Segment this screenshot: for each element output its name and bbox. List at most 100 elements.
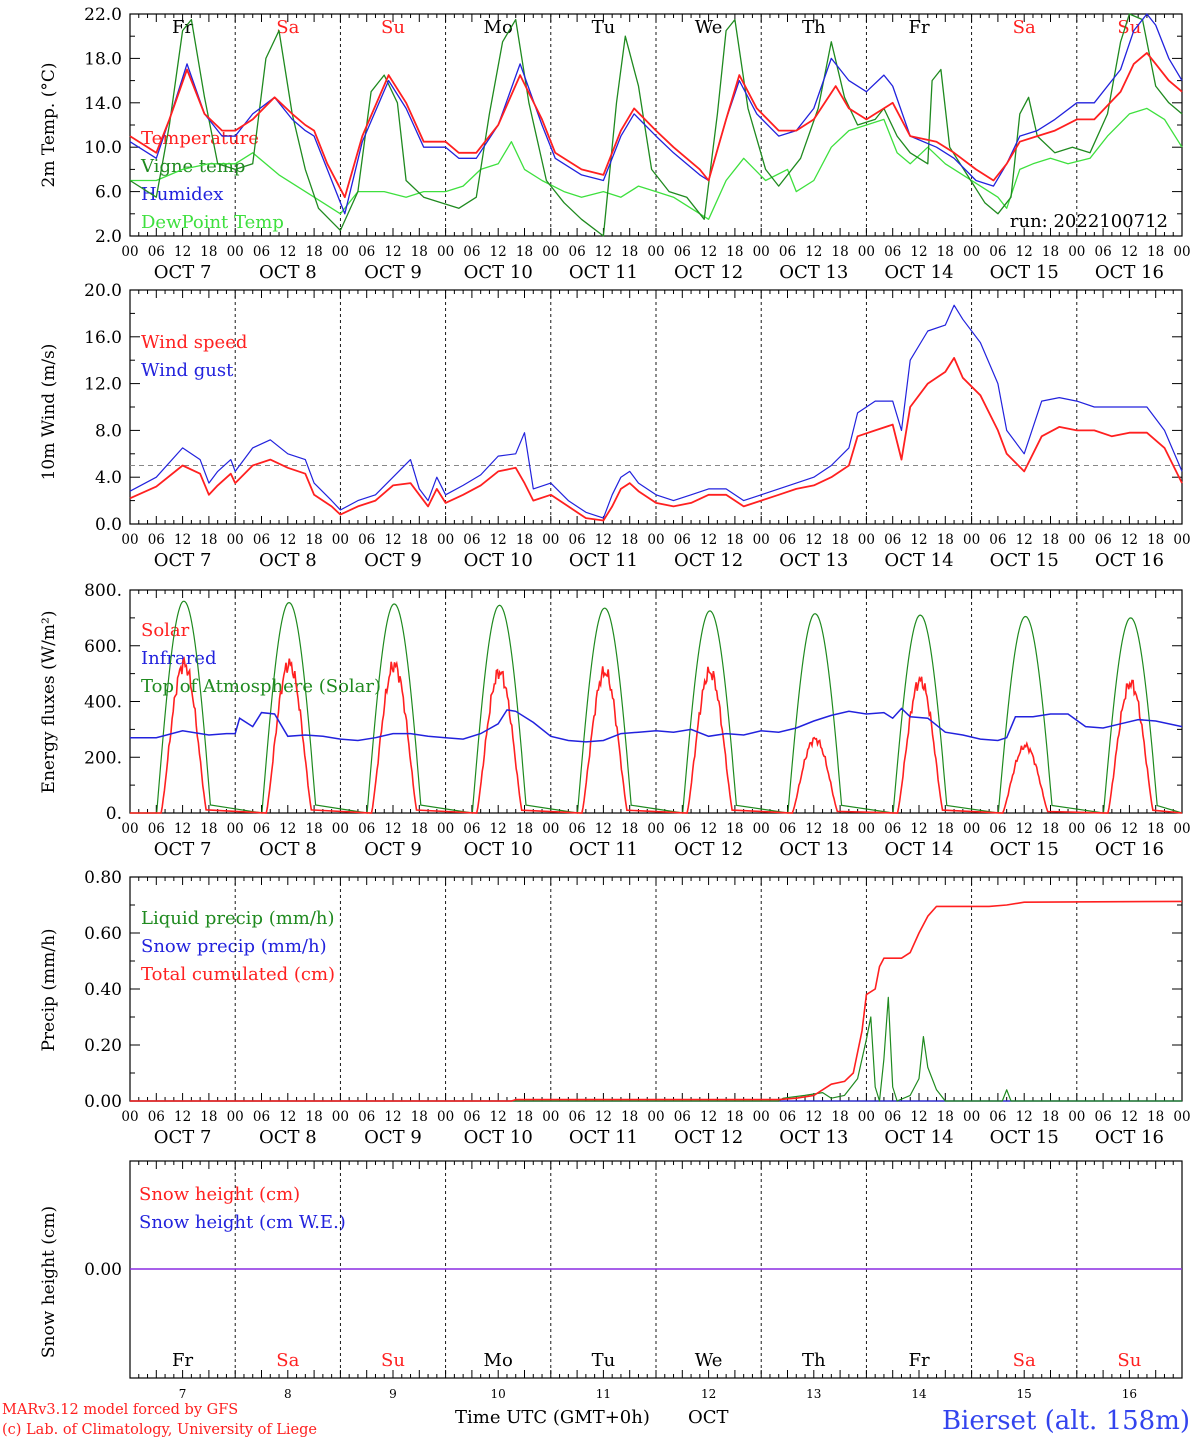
date-label: OCT 11 bbox=[569, 550, 638, 571]
y-tick-label: 2.0 bbox=[95, 227, 122, 247]
date-label: OCT 8 bbox=[259, 550, 317, 571]
hour-tick-label: 18 bbox=[516, 821, 533, 837]
date-label: OCT 15 bbox=[990, 839, 1059, 860]
hour-tick-label: 12 bbox=[595, 244, 612, 260]
hour-tick-label: 12 bbox=[1121, 1109, 1138, 1125]
y-tick-label: 4.0 bbox=[95, 468, 122, 488]
date-label: OCT 13 bbox=[779, 262, 848, 283]
hour-tick-label: 00 bbox=[332, 532, 349, 548]
hour-tick-label: 18 bbox=[411, 532, 428, 548]
hour-tick-label: 18 bbox=[726, 244, 743, 260]
energy-ylabel: Energy fluxes (W/m²) bbox=[39, 611, 59, 794]
hour-tick-label: 18 bbox=[937, 244, 954, 260]
hour-tick-label: 00 bbox=[1173, 1109, 1190, 1125]
day-name-label: Tu bbox=[592, 17, 616, 38]
hour-tick-label: 18 bbox=[306, 532, 323, 548]
hour-tick-label: 00 bbox=[858, 821, 875, 837]
y-tick-label: 600. bbox=[84, 637, 122, 657]
day-name-label: Fr bbox=[172, 17, 193, 38]
hour-tick-label: 12 bbox=[1121, 821, 1138, 837]
date-label: OCT 12 bbox=[674, 1127, 743, 1148]
y-tick-label: 0. bbox=[106, 804, 122, 824]
hour-tick-label: 06 bbox=[884, 821, 901, 837]
hour-tick-label: 12 bbox=[910, 244, 927, 260]
y-tick-label: 22.0 bbox=[84, 5, 122, 25]
series-line-total-cumulated-cm- bbox=[130, 900, 1183, 1102]
panel-frame bbox=[129, 589, 1183, 814]
hour-tick-label: 12 bbox=[174, 1109, 191, 1125]
date-labels: OCT 7 OCT 8 OCT 9 OCT 10 OCT 11 OCT 12 OCT 13 O… bbox=[154, 839, 1164, 860]
hour-tick-label: 00 bbox=[1068, 244, 1085, 260]
hour-tick-label: 00 bbox=[753, 821, 770, 837]
day-name-label: Th bbox=[802, 1350, 826, 1371]
hour-tick-label: 00 bbox=[647, 244, 664, 260]
y-tick-label: 8.0 bbox=[95, 421, 122, 441]
date-label: OCT 15 bbox=[990, 1127, 1059, 1148]
day-name-label: Su bbox=[381, 17, 405, 38]
hour-tick-label: 12 bbox=[490, 1109, 507, 1125]
hour-tick-label: 00 bbox=[437, 532, 454, 548]
hour-tick-label: 06 bbox=[463, 1109, 480, 1125]
hour-tick-label: 06 bbox=[148, 1109, 165, 1125]
hour-tick-label: 18 bbox=[411, 1109, 428, 1125]
hour-tick-label: 06 bbox=[884, 1109, 901, 1125]
hour-tick-label: 06 bbox=[253, 532, 270, 548]
hour-tick-label: 06 bbox=[569, 821, 586, 837]
footer-credit: (c) Lab. of Climatology, University of L… bbox=[2, 1422, 317, 1438]
day-name-label: Fr bbox=[908, 1350, 929, 1371]
legend-vigne-temp: Vigne temp bbox=[140, 156, 245, 177]
y-axis: 2.0 6.0 10.0 14.0 18.0 22.0 bbox=[84, 5, 1182, 247]
hour-tick-label: 18 bbox=[1042, 821, 1059, 837]
day-name-label: Sa bbox=[1013, 17, 1036, 38]
date-label: OCT 7 bbox=[154, 262, 212, 283]
date-label: OCT 16 bbox=[1095, 1127, 1164, 1148]
precip-panel: Precip (mm/h) Liquid precip (mm/h) Snow … bbox=[39, 868, 1191, 1148]
y-axis: 0.00 0.20 0.40 0.60 0.80 bbox=[84, 868, 1182, 1112]
date-label: OCT 13 bbox=[779, 550, 848, 571]
hour-tick-label: 18 bbox=[200, 532, 217, 548]
y-tick-label: 0.40 bbox=[84, 980, 122, 1000]
hour-tick-label: 18 bbox=[621, 532, 638, 548]
day-number-label: 14 bbox=[911, 1387, 927, 1401]
hour-tick-label: 18 bbox=[411, 821, 428, 837]
hour-tick-label: 06 bbox=[674, 821, 691, 837]
hour-tick-label: 18 bbox=[200, 244, 217, 260]
legend-dewpoint-temp: DewPoint Temp bbox=[141, 212, 284, 233]
legend-infrared: Infrared bbox=[141, 648, 216, 669]
hour-tick-label: 12 bbox=[279, 1109, 296, 1125]
day-name-label: Sa bbox=[1013, 1350, 1036, 1371]
hour-tick-label: 00 bbox=[963, 244, 980, 260]
date-label: OCT 12 bbox=[674, 839, 743, 860]
y-tick-label: 400. bbox=[84, 693, 122, 713]
legend-total-cumulated: Total cumulated (cm) bbox=[141, 964, 335, 985]
hour-tick-label: 00 bbox=[437, 244, 454, 260]
date-label: OCT 7 bbox=[154, 550, 212, 571]
y-axis: 0.00 bbox=[84, 1260, 1182, 1280]
hour-tick-label: 18 bbox=[621, 244, 638, 260]
day-number-label: 12 bbox=[701, 1387, 716, 1401]
date-label: OCT 13 bbox=[779, 839, 848, 860]
hour-tick-label: 18 bbox=[832, 532, 849, 548]
hour-tick-label: 18 bbox=[1042, 1109, 1059, 1125]
date-label: OCT 8 bbox=[259, 1127, 317, 1148]
y-tick-label: 6.0 bbox=[95, 183, 122, 203]
hour-tick-label: 18 bbox=[1147, 1109, 1164, 1125]
hour-tick-label: 06 bbox=[1095, 821, 1112, 837]
hour-tick-label: 06 bbox=[674, 532, 691, 548]
hour-tick-label: 00 bbox=[542, 532, 559, 548]
y-tick-label: 16.0 bbox=[84, 328, 122, 348]
hour-tick-label: 00 bbox=[963, 1109, 980, 1125]
day-name-label: Mo bbox=[484, 17, 513, 38]
hour-tick-label: 12 bbox=[1121, 244, 1138, 260]
y-tick-label: 18.0 bbox=[84, 49, 122, 69]
legend-snow-precip: Snow precip (mm/h) bbox=[141, 936, 327, 957]
energy-panel: Energy fluxes (W/m²) Solar Infrared Top … bbox=[39, 581, 1191, 860]
date-label: OCT 15 bbox=[990, 262, 1059, 283]
hour-tick-label: 12 bbox=[1016, 821, 1033, 837]
y-axis: 0. 200. 400. 600. 800. bbox=[84, 581, 1182, 824]
hour-tick-label: 12 bbox=[700, 244, 717, 260]
x-axis-month: OCT bbox=[688, 1407, 729, 1428]
hour-tick-label: 00 bbox=[332, 244, 349, 260]
hour-tick-label: 00 bbox=[437, 821, 454, 837]
day-name-label: Sa bbox=[276, 17, 299, 38]
